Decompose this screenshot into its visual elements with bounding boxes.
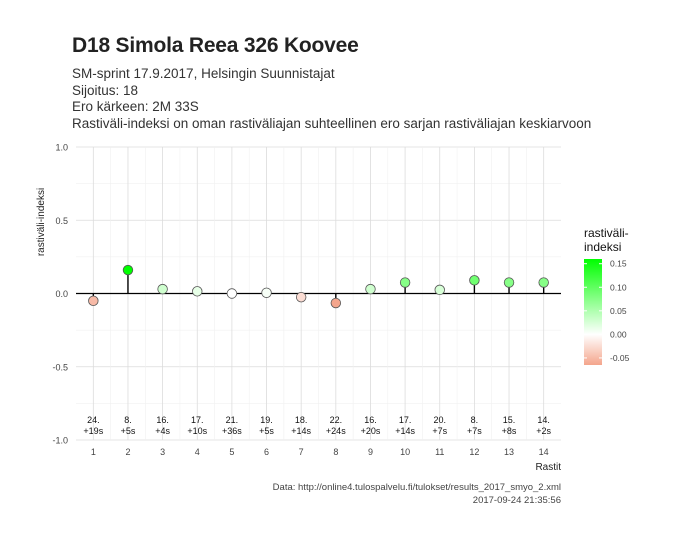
subtitle-line: Ero kärkeen: 2M 33S — [72, 99, 199, 114]
annotation-rank: 16. — [156, 415, 169, 425]
annotation-rank: 22. — [330, 415, 343, 425]
x-tick-label: 10 — [400, 447, 410, 457]
legend-colorbar — [584, 259, 602, 365]
caption-timestamp: 2017-09-24 21:35:56 — [472, 495, 561, 506]
subtitle-line: Sijoitus: 18 — [72, 82, 139, 98]
annotation-diff: +4s — [155, 426, 170, 436]
x-tick-label: 4 — [195, 447, 200, 457]
data-point — [261, 287, 272, 298]
subtitle-line: Rastiväli-indeksi on oman rastiväliajan … — [72, 115, 592, 131]
annotation-diff: +8s — [502, 426, 517, 436]
x-tick-label: 13 — [504, 447, 514, 457]
annotation-rank: 14. — [537, 415, 550, 425]
control-annotations: 24.+19s8.+5s16.+4s17.+10s21.+36s19.+5s18… — [83, 415, 551, 436]
y-tick-label: -1.0 — [52, 436, 68, 446]
annotation-diff: +10s — [187, 426, 207, 436]
chart-title: D18 Simola Reea 326 Koovee — [72, 34, 359, 57]
caption-source: Data: http://online4.tulospalvelu.fi/tul… — [272, 482, 561, 493]
annotation-rank: 17. — [399, 415, 412, 425]
legend-tick-label: 0.10 — [610, 282, 627, 292]
data-point — [122, 264, 134, 276]
x-tick-label: 11 — [435, 447, 444, 457]
axes: -1.0-0.50.00.51.01 2 3 4 5 6 7 8 9 10 11 12 13 14Rast… — [36, 143, 561, 474]
chart-caption: Data: http://online4.tulospalvelu.fi/tul… — [273, 481, 561, 507]
chart-subtitle: SM-sprint 17.9.2017, Helsingin Suunnista… — [72, 66, 591, 132]
annotation-rank: 21. — [226, 415, 239, 425]
annotation-rank: 15. — [503, 415, 516, 425]
x-tick-label: 12 — [469, 447, 479, 457]
annotation-diff: +5s — [121, 426, 136, 436]
annotation-rank: 17. — [191, 415, 204, 425]
annotation-rank: 19. — [260, 415, 273, 425]
data-point — [365, 283, 376, 295]
x-tick-label: 3 — [160, 447, 165, 457]
data-point — [157, 283, 168, 295]
x-tick-label: 7 — [299, 447, 304, 457]
legend-tick-label: 0.15 — [610, 259, 627, 269]
annotation-diff: +7s — [467, 426, 482, 436]
data-point — [226, 288, 238, 299]
annotation-rank: 8. — [471, 415, 479, 425]
x-tick-label: 8 — [333, 447, 338, 457]
legend-tick-label: -0.05 — [610, 353, 630, 363]
data-point — [434, 284, 445, 296]
annotation-rank: 8. — [124, 415, 132, 425]
legend-title: rastiväli- — [584, 226, 629, 240]
annotation-rank: 20. — [433, 415, 446, 425]
subtitle-line: SM-sprint 17.9.2017, Helsingin Suunnista… — [72, 66, 335, 81]
data-points — [88, 264, 549, 309]
y-tick-label: 0.5 — [55, 216, 68, 226]
annotation-diff: +2s — [536, 426, 551, 436]
y-axis-title: rastiväli-indeksi — [36, 188, 47, 256]
annotation-diff: +14s — [291, 426, 311, 436]
x-tick-label: 6 — [264, 447, 269, 457]
legend-tick-label: 0.00 — [610, 329, 627, 339]
legend-tick-label: 0.05 — [610, 306, 627, 316]
annotation-diff: +19s — [83, 426, 103, 436]
annotation-rank: 24. — [87, 415, 100, 425]
x-tick-label: 1 — [91, 447, 96, 457]
data-point — [399, 277, 411, 288]
data-point — [88, 295, 99, 307]
data-point — [330, 297, 342, 309]
data-point — [469, 275, 480, 286]
y-tick-label: 0.0 — [55, 289, 68, 299]
annotation-diff: +24s — [326, 426, 346, 436]
x-tick-label: 9 — [368, 447, 373, 457]
color-legend: rastiväli-indeksi 0.15 0.10 0.05 0.00 -0.05 — [584, 226, 630, 365]
y-tick-label: 1.0 — [55, 143, 68, 153]
x-tick-label: 14 — [539, 447, 549, 457]
legend-title: indeksi — [584, 240, 621, 254]
data-point — [192, 286, 203, 297]
x-tick-label: 5 — [229, 447, 234, 457]
annotation-diff: +7s — [432, 426, 447, 436]
annotation-rank: 18. — [295, 415, 308, 425]
annotation-diff: +5s — [259, 426, 274, 436]
data-point — [503, 277, 515, 288]
y-tick-label: -0.5 — [52, 362, 68, 372]
annotation-diff: +14s — [395, 426, 415, 436]
annotation-diff: +20s — [361, 426, 381, 436]
annotation-diff: +36s — [222, 426, 242, 436]
data-point — [538, 277, 549, 288]
x-tick-label: 2 — [125, 447, 130, 457]
annotation-rank: 16. — [364, 415, 377, 425]
x-axis-title: Rastit — [535, 462, 561, 473]
data-point — [295, 291, 307, 303]
